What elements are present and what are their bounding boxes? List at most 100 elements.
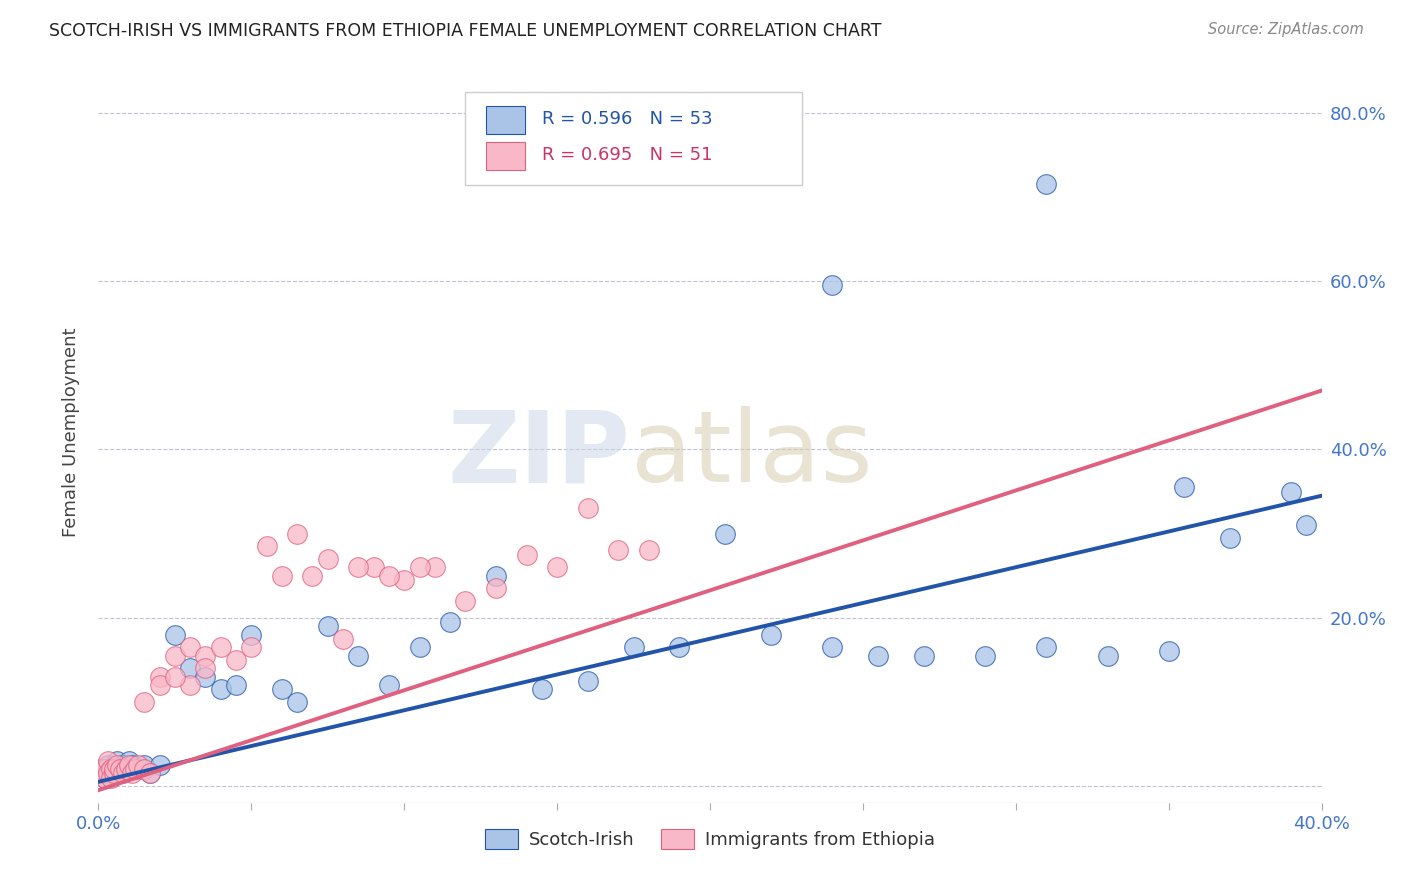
Point — [149, 758, 172, 772]
Point — [90, 766, 112, 780]
Point — [316, 551, 339, 566]
Point — [108, 762, 131, 776]
Text: SCOTCH-IRISH VS IMMIGRANTS FROM ETHIOPIA FEMALE UNEMPLOYMENT CORRELATION CHART: SCOTCH-IRISH VS IMMIGRANTS FROM ETHIOPIA… — [49, 22, 882, 40]
Point — [194, 648, 217, 663]
Point — [93, 762, 115, 776]
Point — [516, 548, 538, 562]
Point — [90, 766, 112, 780]
Point — [139, 766, 162, 780]
Point — [97, 766, 120, 780]
Point — [270, 682, 292, 697]
Point — [637, 543, 661, 558]
Point — [240, 640, 263, 655]
Point — [285, 526, 308, 541]
Point — [485, 581, 508, 595]
Point — [912, 648, 935, 663]
Point — [103, 766, 125, 780]
Point — [623, 640, 645, 655]
Point — [209, 682, 232, 697]
Point — [1279, 484, 1302, 499]
Point — [105, 758, 128, 772]
Point — [100, 771, 122, 785]
Point — [194, 661, 217, 675]
Point — [179, 640, 201, 655]
Point — [163, 627, 186, 641]
Point — [179, 661, 201, 675]
Point — [347, 648, 370, 663]
Point — [111, 758, 134, 772]
Point — [546, 560, 568, 574]
Point — [93, 771, 115, 785]
Point — [97, 764, 120, 778]
Point — [454, 594, 477, 608]
Point — [124, 762, 146, 776]
Point — [111, 766, 134, 780]
Text: ZIP: ZIP — [447, 407, 630, 503]
Point — [714, 526, 737, 541]
Point — [124, 762, 146, 776]
Point — [439, 615, 461, 629]
Point — [1157, 644, 1180, 658]
Point — [118, 754, 141, 768]
Point — [868, 648, 890, 663]
Text: Source: ZipAtlas.com: Source: ZipAtlas.com — [1208, 22, 1364, 37]
Point — [378, 568, 401, 582]
Point — [408, 640, 430, 655]
Point — [363, 560, 385, 574]
Point — [576, 673, 599, 688]
Point — [127, 758, 149, 772]
Point — [97, 758, 120, 772]
Point — [225, 678, 247, 692]
Point — [103, 766, 125, 780]
Point — [1097, 648, 1119, 663]
Point — [316, 619, 339, 633]
Point — [1035, 640, 1057, 655]
Y-axis label: Female Unemployment: Female Unemployment — [62, 328, 80, 537]
Point — [115, 762, 138, 776]
Point — [423, 560, 446, 574]
Point — [194, 670, 217, 684]
Text: R = 0.596   N = 53: R = 0.596 N = 53 — [543, 111, 713, 128]
Text: R = 0.695   N = 51: R = 0.695 N = 51 — [543, 146, 713, 164]
Point — [378, 678, 401, 692]
Point — [108, 762, 131, 776]
Point — [105, 754, 128, 768]
Point — [301, 568, 323, 582]
Point — [1173, 480, 1195, 494]
Point — [607, 543, 630, 558]
Point — [576, 501, 599, 516]
Point — [209, 640, 232, 655]
Point — [1219, 531, 1241, 545]
Point — [270, 568, 292, 582]
Point — [139, 766, 162, 780]
Point — [90, 762, 112, 776]
Point — [90, 762, 112, 776]
Point — [149, 670, 172, 684]
Point — [121, 766, 143, 780]
FancyBboxPatch shape — [486, 106, 526, 135]
Point — [974, 648, 997, 663]
Point — [93, 771, 115, 785]
Point — [134, 695, 156, 709]
Point — [93, 762, 115, 776]
Point — [121, 758, 143, 772]
Point — [149, 678, 172, 692]
Point — [225, 653, 247, 667]
Point — [821, 278, 844, 293]
Point — [668, 640, 690, 655]
FancyBboxPatch shape — [486, 142, 526, 169]
Point — [134, 762, 156, 776]
Point — [127, 762, 149, 776]
Point — [1295, 518, 1317, 533]
Point — [408, 560, 430, 574]
Point — [100, 762, 122, 776]
Point — [347, 560, 370, 574]
Point — [97, 754, 120, 768]
Point — [163, 648, 186, 663]
Point — [392, 573, 416, 587]
Point — [100, 762, 122, 776]
FancyBboxPatch shape — [465, 92, 801, 185]
Point — [118, 758, 141, 772]
Point — [485, 568, 508, 582]
Point — [256, 539, 278, 553]
